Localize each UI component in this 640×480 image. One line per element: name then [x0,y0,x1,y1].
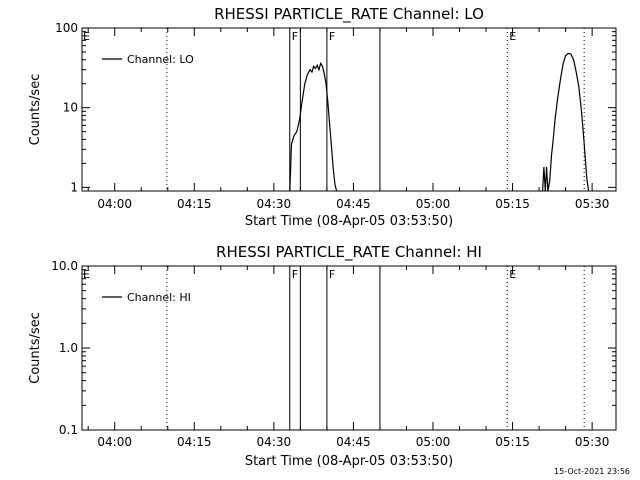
x-tick-label: 05:15 [495,197,530,211]
y-tick-label: 0.1 [59,423,78,437]
x-tick-label: 05:00 [416,197,451,211]
y-tick-label: 10.0 [51,259,78,273]
x-tick-label: 05:30 [575,197,610,211]
y-tick-label: 1 [70,180,78,194]
y-axis-label: Counts/sec [28,312,43,384]
generation-timestamp: 15-Oct-2021 23:56 [554,467,630,476]
x-axis-label: Start Time (08-Apr-05 03:53:50) [245,454,453,469]
y-tick-label: 10 [63,101,78,115]
x-tick-label: 04:15 [177,197,212,211]
event-marker-label: F [329,30,335,43]
event-marker-label: E [509,268,516,281]
legend-label: Channel: LO [127,53,194,66]
x-axis-label: Start Time (08-Apr-05 03:53:50) [245,214,453,229]
chart-title-2: RHESSI PARTICLE_RATE Channel: HI [216,243,482,262]
x-tick-label: 04:45 [336,197,371,211]
x-tick-label: 04:00 [97,435,132,449]
event-marker-label: F [292,268,298,281]
x-tick-label: 05:00 [416,435,451,449]
x-tick-label: 04:30 [257,197,292,211]
x-tick-label: 04:00 [97,197,132,211]
event-marker-label: F [329,268,335,281]
corner-marker-label: E [83,268,90,281]
x-tick-label: 05:15 [495,435,530,449]
x-tick-label: 04:45 [336,435,371,449]
y-tick-label: 100 [55,21,78,35]
event-marker-label: E [509,30,516,43]
series-line [542,52,590,192]
x-tick-label: 04:15 [177,435,212,449]
chart-title-1: RHESSI PARTICLE_RATE Channel: LO [214,5,484,24]
corner-marker-label: E [83,30,90,43]
event-marker-label: F [292,30,298,43]
y-tick-label: 1.0 [59,341,78,355]
series-line [289,61,338,192]
plot-frame [81,27,617,192]
legend-label: Channel: HI [127,291,191,304]
x-tick-label: 05:30 [575,435,610,449]
x-tick-label: 04:30 [257,435,292,449]
y-axis-label: Counts/sec [28,74,43,146]
